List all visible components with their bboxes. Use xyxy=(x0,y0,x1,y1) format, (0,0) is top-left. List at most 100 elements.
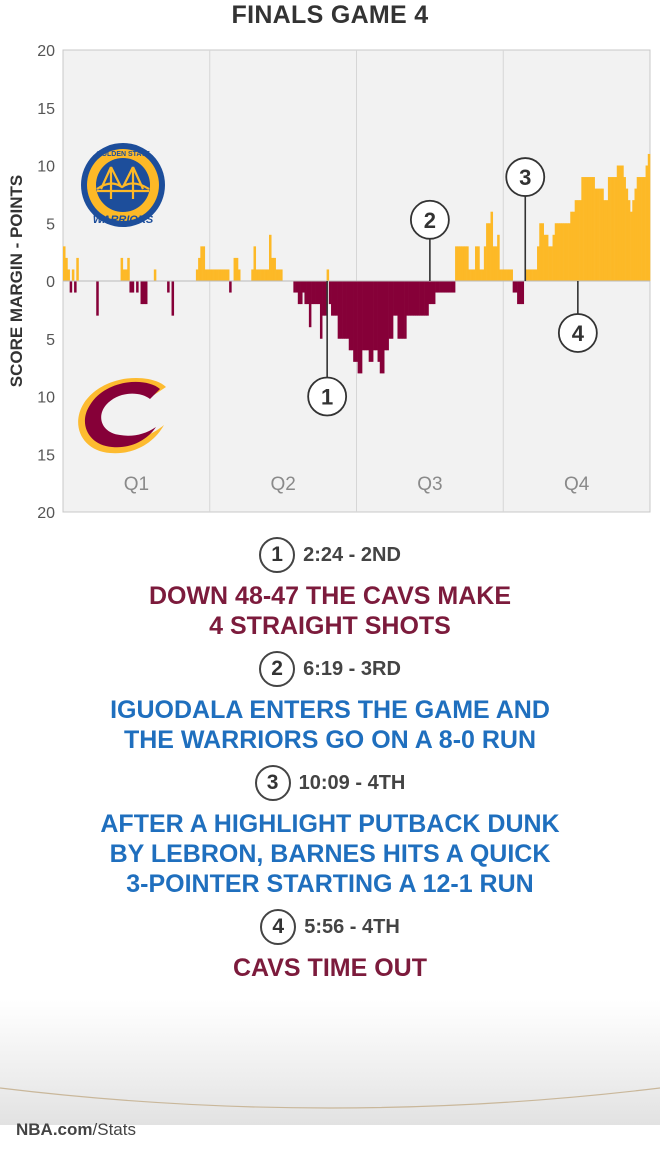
warriors-lead-bar xyxy=(488,223,491,281)
source-credit: NBA.com/Stats xyxy=(16,1120,136,1140)
warriors-lead-bar xyxy=(534,269,538,281)
cavaliers-lead-bar xyxy=(69,281,73,293)
warriors-lead-bar xyxy=(528,269,531,281)
warriors-lead-bar xyxy=(213,269,217,281)
cavaliers-lead-bar xyxy=(306,281,310,305)
cavaliers-lead-bar xyxy=(142,281,146,305)
warriors-lead-bar xyxy=(490,211,494,281)
warriors-lead-bar xyxy=(237,269,241,281)
cavaliers-lead-bar xyxy=(339,281,343,339)
event-description-line: THE WARRIORS GO ON A 8-0 RUN xyxy=(123,726,537,754)
warriors-lead-bar xyxy=(280,269,283,281)
warriors-lead-bar xyxy=(625,188,629,281)
warriors-lead-bar xyxy=(461,246,465,281)
cavaliers-lead-bar xyxy=(313,281,316,305)
event-marker-4: 4 xyxy=(557,281,598,353)
warriors-lead-bar xyxy=(468,269,471,281)
cavaliers-lead-bar xyxy=(419,281,423,316)
cavaliers-lead-bar xyxy=(446,281,449,293)
cavaliers-lead-bar xyxy=(324,281,327,316)
quarter-label: Q2 xyxy=(270,474,295,495)
warriors-lead-bar xyxy=(579,200,582,281)
event-description-line: CAVS TIME OUT xyxy=(233,954,427,982)
cavaliers-lead-bar xyxy=(406,281,409,316)
warriors-lead-bar xyxy=(63,246,66,281)
cavaliers-lead-bar xyxy=(136,281,139,293)
warriors-logo-bottom-text: WARRIORS xyxy=(93,214,154,226)
warriors-lead-bar xyxy=(641,177,644,281)
quarter-label: Q3 xyxy=(417,474,442,495)
event-marker-circle xyxy=(307,376,348,417)
warriors-lead-bar xyxy=(587,177,591,281)
warriors-lead-bar xyxy=(576,200,580,281)
cavaliers-lead-bar xyxy=(317,281,321,305)
warriors-lead-bar xyxy=(634,188,638,281)
warriors-lead-bar xyxy=(202,246,206,281)
warriors-lead-bar xyxy=(612,177,615,281)
warriors-lead-bar xyxy=(277,269,281,281)
event-header: 4 5:56 - 4TH xyxy=(0,907,660,947)
warriors-lead-bar xyxy=(204,269,208,281)
warriors-lead-bar xyxy=(206,269,210,281)
warriors-lead-bar xyxy=(497,234,500,281)
cavaliers-lead-bar xyxy=(331,281,334,316)
warriors-lead-bar xyxy=(269,234,272,281)
warriors-logo: GOLDEN STATE WARRIORS xyxy=(81,143,165,227)
cavaliers-lead-bar xyxy=(415,281,418,316)
warriors-lead-bar xyxy=(253,246,257,281)
event-item: 2 6:19 - 3RD IGUODALA ENTERS THE GAME AND T… xyxy=(0,649,660,755)
warriors-lead-bar xyxy=(222,269,226,281)
cavaliers-lead-bar xyxy=(410,281,414,316)
warriors-lead-bar xyxy=(501,269,505,281)
warriors-lead-bar xyxy=(605,200,609,281)
event-marker-label: 4 xyxy=(572,321,585,346)
warriors-lead-bar xyxy=(477,246,480,281)
warriors-lead-bar xyxy=(499,269,502,281)
y-axis-ticks: 20 15 10 5 0 5 10 15 20 xyxy=(37,43,55,522)
warriors-lead-bar xyxy=(273,257,276,281)
warriors-lead-bar xyxy=(266,269,270,281)
warriors-lead-bar xyxy=(543,234,547,281)
cavaliers-lead-bar xyxy=(364,281,367,351)
cavaliers-lead-bar xyxy=(311,281,314,305)
warriors-lead-bar xyxy=(260,269,263,281)
source-site: NBA.com xyxy=(16,1120,93,1139)
warriors-lead-bar xyxy=(153,269,157,281)
warriors-lead-bar xyxy=(492,246,496,281)
y-tick-label: 20 xyxy=(37,43,55,60)
warriors-lead-bar xyxy=(459,246,463,281)
warriors-lead-bar xyxy=(594,188,598,281)
event-header: 1 2:24 - 2ND xyxy=(0,535,660,575)
warriors-lead-bar xyxy=(457,246,460,281)
warriors-lead-bar xyxy=(630,211,633,281)
cavaliers-lead-bar xyxy=(353,281,356,362)
warriors-lead-bar xyxy=(645,165,649,281)
cavaliers-lead-bar xyxy=(519,281,522,305)
event-markers: 1 2 3 4 xyxy=(307,157,598,417)
y-axis-label: SCORE MARGIN - POINTS xyxy=(7,175,26,388)
warriors-lead-bar xyxy=(552,234,556,281)
cavaliers-lead-bar xyxy=(362,281,365,351)
cavaliers-lead-bar xyxy=(359,281,363,374)
event-marker-circle xyxy=(505,157,546,197)
cavaliers-logo xyxy=(78,377,166,454)
y-tick-label: 15 xyxy=(37,447,55,464)
warriors-lead-bar xyxy=(220,269,223,281)
cavaliers-lead-bar xyxy=(373,281,376,351)
warriors-lead-bar xyxy=(621,165,624,281)
warriors-lead-bar xyxy=(623,177,626,281)
event-number: 1 xyxy=(259,537,296,573)
cavaliers-lead-bar xyxy=(521,281,525,305)
warriors-lead-bar xyxy=(472,269,476,281)
warriors-lead-bar xyxy=(486,223,489,281)
cavaliers-lead-bar xyxy=(337,281,341,339)
cavaliers-lead-bar xyxy=(381,281,385,374)
cavaliers-lead-bar xyxy=(370,281,374,362)
warriors-lead-bar xyxy=(125,269,128,281)
warriors-lead-bar xyxy=(215,269,219,281)
cavaliers-lead-bar xyxy=(357,281,361,374)
cavaliers-lead-bar xyxy=(390,281,394,339)
warriors-lead-bar xyxy=(463,246,467,281)
warriors-lead-bar xyxy=(508,269,511,281)
y-tick-label: 10 xyxy=(37,159,55,176)
